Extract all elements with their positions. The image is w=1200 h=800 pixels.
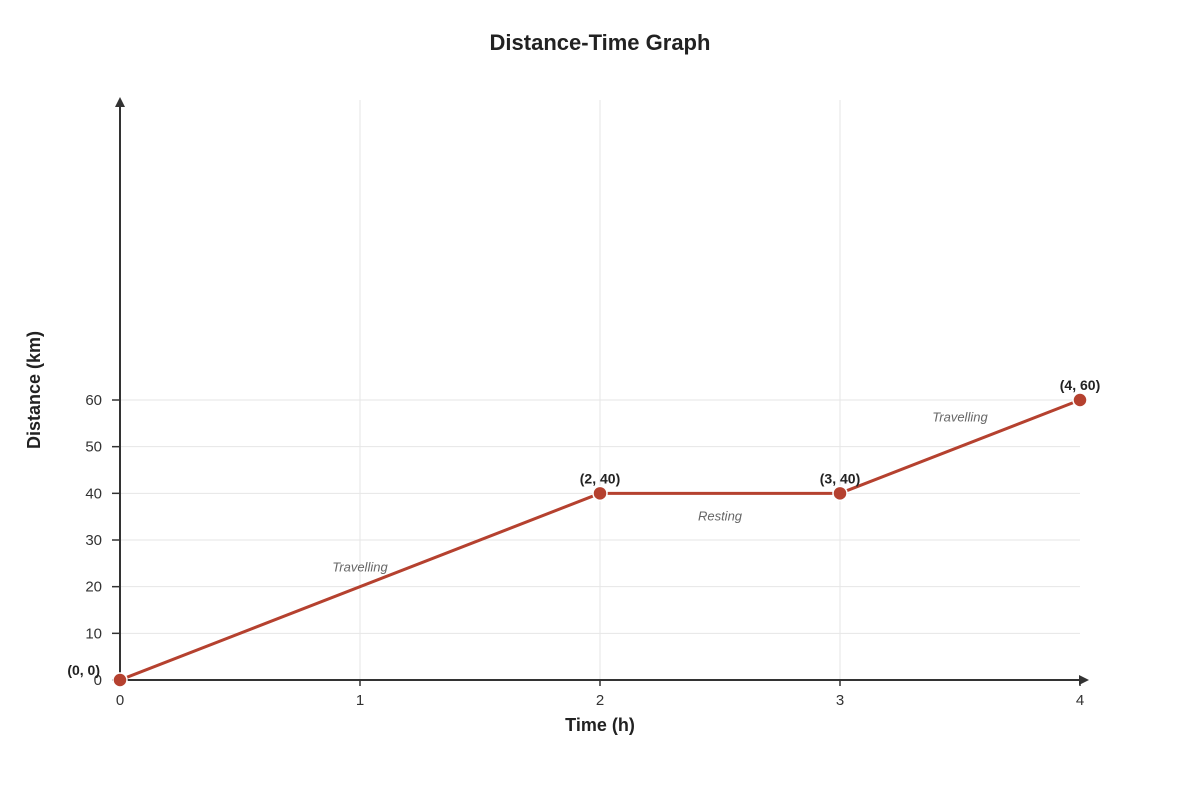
x-tick-label: 3 [836,692,844,709]
x-tick-label: 2 [596,692,604,709]
data-point [112,672,128,688]
x-tick-label: 0 [116,692,124,709]
x-axis-label: Time (h) [565,715,635,735]
data-point [1072,392,1088,408]
data-point [592,485,608,502]
y-tick-label: 50 [85,439,102,456]
segment-annotation: Resting [698,508,743,523]
y-tick-label: 40 [85,485,102,502]
chart-title: Distance-Time Graph [490,30,711,55]
segment-annotation: Travelling [932,410,988,425]
data-point [832,485,848,502]
series: (0, 0) (2, 40) (3, 40) (4, 60) [67,377,1100,688]
y-tick-label: 60 [85,392,102,409]
y-tick-label: 0 [94,672,102,689]
point-label: (3, 40) [820,470,860,486]
x-tick-label: 1 [356,692,364,709]
x-tick-label: 4 [1076,692,1084,709]
point-label: (0, 0) [67,662,100,678]
series-line [119,398,1081,682]
y-tick-label: 20 [85,579,102,596]
point-label: (2, 40) [580,470,620,486]
grid [120,100,1080,680]
point-label: (4, 60) [1060,377,1100,393]
annotations: Travelling Resting Travelling [332,410,988,575]
segment-annotation: Travelling [332,560,388,575]
y-tick-label: 30 [85,532,102,549]
y-axis-label: Distance (km) [24,331,44,449]
y-tick-label: 10 [85,625,102,642]
